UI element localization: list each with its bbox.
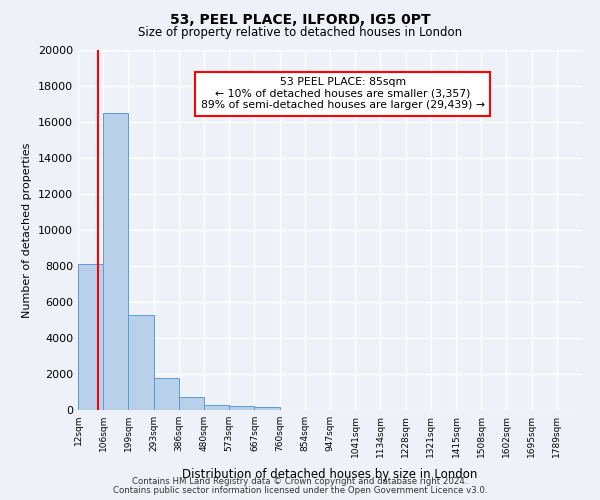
Bar <box>204 405 229 410</box>
Text: 53, PEEL PLACE, ILFORD, IG5 0PT: 53, PEEL PLACE, ILFORD, IG5 0PT <box>170 12 430 26</box>
Text: Size of property relative to detached houses in London: Size of property relative to detached ho… <box>138 26 462 39</box>
Text: Contains public sector information licensed under the Open Government Licence v3: Contains public sector information licen… <box>113 486 487 495</box>
X-axis label: Distribution of detached houses by size in London: Distribution of detached houses by size … <box>182 468 478 481</box>
Bar <box>229 406 254 410</box>
Bar <box>179 398 204 410</box>
Text: Contains HM Land Registry data © Crown copyright and database right 2024.: Contains HM Land Registry data © Crown c… <box>132 477 468 486</box>
Bar <box>254 408 280 410</box>
Bar <box>103 113 128 410</box>
Bar <box>154 378 179 410</box>
Bar <box>78 264 103 410</box>
Y-axis label: Number of detached properties: Number of detached properties <box>22 142 32 318</box>
Text: 53 PEEL PLACE: 85sqm
← 10% of detached houses are smaller (3,357)
89% of semi-de: 53 PEEL PLACE: 85sqm ← 10% of detached h… <box>200 77 485 110</box>
Bar <box>128 314 154 410</box>
